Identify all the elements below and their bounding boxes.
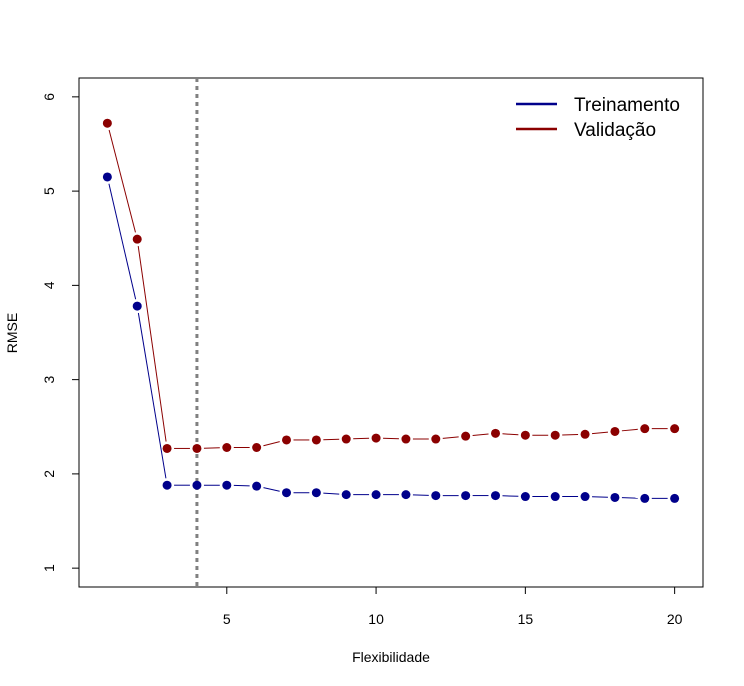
series-segment <box>621 497 638 499</box>
data-point <box>252 442 262 452</box>
y-tick-label: 3 <box>41 376 57 384</box>
data-point <box>670 424 680 434</box>
data-point <box>371 490 381 500</box>
series-segment <box>591 431 609 435</box>
series-segment <box>203 447 220 449</box>
y-tick-label: 5 <box>41 187 57 195</box>
data-point <box>222 442 232 452</box>
data-point <box>401 434 411 444</box>
data-point <box>341 434 351 444</box>
data-point <box>282 488 292 498</box>
series-segment <box>137 312 167 479</box>
data-point <box>192 480 202 490</box>
legend-label: Treinamento <box>574 95 680 116</box>
plot-frame <box>78 77 704 588</box>
y-tick-label: 2 <box>41 470 57 478</box>
data-point <box>640 493 650 503</box>
series-segment <box>353 437 370 440</box>
series-segment <box>562 434 579 436</box>
data-point <box>580 429 590 439</box>
series-segment <box>137 246 167 442</box>
data-point <box>490 428 500 438</box>
x-tick-label: 5 <box>223 611 231 627</box>
x-tick-label: 15 <box>518 611 534 627</box>
y-tick-label: 4 <box>41 281 57 289</box>
x-axis-title: Flexibilidade <box>352 649 430 665</box>
data-point <box>162 443 172 453</box>
data-point <box>550 492 560 502</box>
series-segment <box>442 436 459 439</box>
series-segment <box>263 441 280 447</box>
data-point <box>520 492 530 502</box>
y-tick-label: 1 <box>41 564 57 572</box>
x-tick-label: 10 <box>368 611 384 627</box>
data-point <box>371 433 381 443</box>
legend: Treinamento Validação <box>516 95 680 141</box>
data-point <box>490 491 500 501</box>
data-point <box>102 172 112 182</box>
series-segment <box>412 494 429 496</box>
series-1 <box>102 172 680 503</box>
data-point <box>162 480 172 490</box>
legend-label: Validação <box>574 120 656 141</box>
series-2 <box>102 118 680 453</box>
series-segment <box>383 437 399 440</box>
data-point <box>222 480 232 490</box>
x-tick-label: 20 <box>667 611 683 627</box>
series-segment <box>502 495 519 497</box>
series-segment <box>108 183 137 300</box>
data-point <box>431 434 441 444</box>
data-point <box>102 118 112 128</box>
series-segment <box>323 438 340 441</box>
data-point <box>610 492 620 502</box>
data-point <box>282 435 292 445</box>
data-point <box>580 492 590 502</box>
series-segment <box>621 428 638 432</box>
data-point <box>640 424 650 434</box>
data-point <box>461 431 471 441</box>
data-point <box>311 435 321 445</box>
data-point <box>520 430 530 440</box>
data-point <box>461 491 471 501</box>
data-point <box>132 301 142 311</box>
data-point <box>132 234 142 244</box>
axes: 5 10 15 20 1 2 3 4 5 6 <box>41 93 683 627</box>
series-segment <box>502 433 519 436</box>
data-point <box>670 493 680 503</box>
data-point <box>311 488 321 498</box>
series-segment <box>323 492 340 495</box>
data-point <box>610 426 620 436</box>
y-axis-title: RMSE <box>4 313 20 353</box>
series-segment <box>472 433 489 437</box>
data-point <box>401 490 411 500</box>
series-segment <box>263 487 280 492</box>
data-point <box>550 430 560 440</box>
series-segment <box>592 496 608 498</box>
data-point <box>252 481 262 491</box>
data-point <box>341 490 351 500</box>
data-point <box>431 491 441 501</box>
series-segment <box>233 484 250 487</box>
series-segment <box>108 129 136 233</box>
data-point <box>192 443 202 453</box>
y-tick-label: 6 <box>41 93 57 101</box>
series-layer <box>102 118 680 503</box>
